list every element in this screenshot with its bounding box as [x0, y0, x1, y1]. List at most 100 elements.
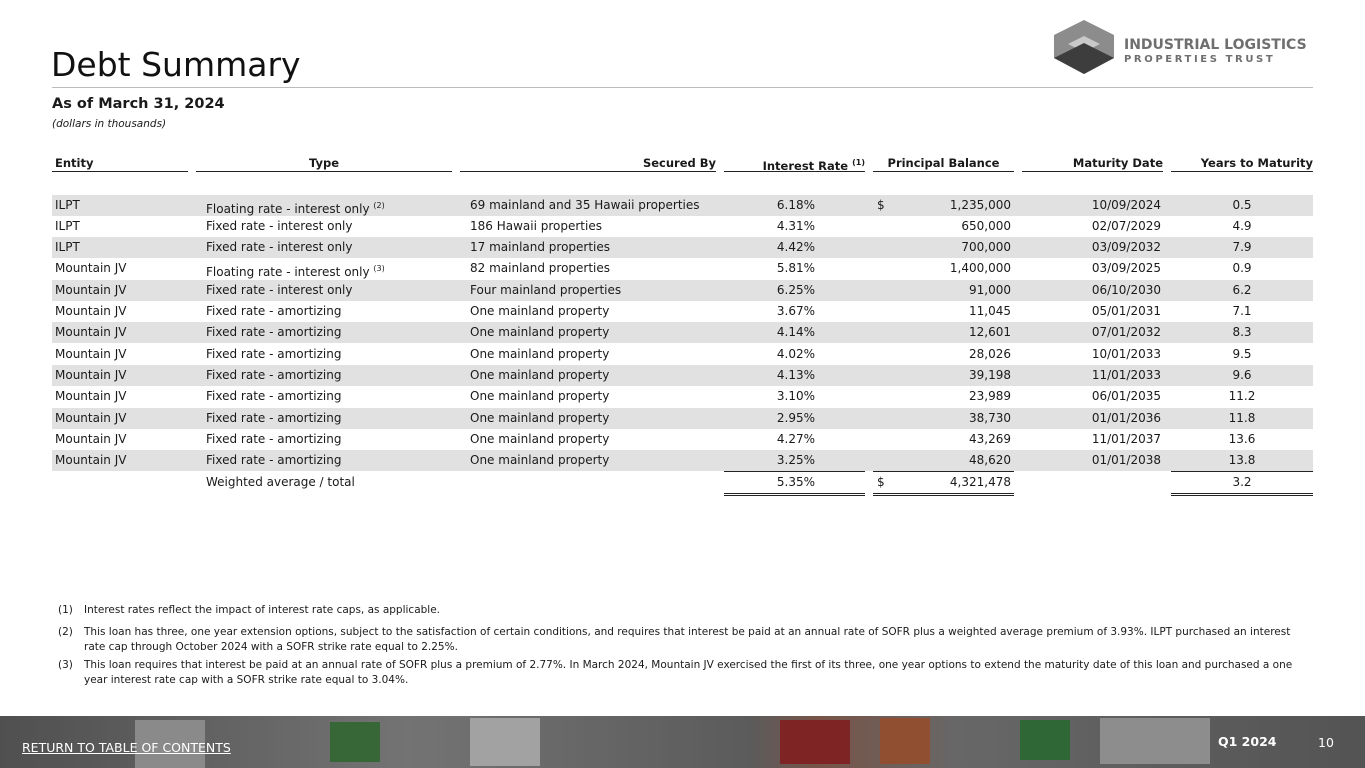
secured-by: 17 mainland properties [470, 240, 611, 255]
type: Weighted average / total [206, 474, 355, 489]
type: Floating rate - interest only (3) [206, 264, 385, 280]
column-header: Years to Maturity [1171, 154, 1313, 172]
column-header: Entity [52, 154, 188, 172]
total-rule [724, 470, 865, 473]
type: Fixed rate - amortizing [206, 346, 342, 361]
header-text: Maturity Date [1072, 156, 1163, 170]
type: Fixed rate - interest only [206, 240, 353, 255]
period: Q1 2024 [1218, 734, 1277, 749]
years-to-maturity: 9.6 [1232, 368, 1252, 383]
type: Fixed rate - amortizing [206, 325, 342, 340]
entity: Mountain JV [55, 346, 127, 361]
type: Fixed rate - amortizing [206, 368, 342, 383]
column-header: Type [196, 154, 452, 172]
total-double-rule [1171, 492, 1313, 496]
entity: Mountain JV [55, 368, 127, 383]
years-to-maturity: 11.2 [1228, 389, 1256, 404]
maturity-date: 01/01/2038 [1091, 453, 1161, 468]
entity: Mountain JV [55, 282, 127, 297]
header-text: Secured By [642, 156, 716, 170]
maturity-date: 11/01/2033 [1091, 368, 1161, 383]
header-text: Principal Balance [887, 156, 1000, 170]
row-shade [52, 194, 1313, 216]
principal-balance: 700,000 [961, 240, 1011, 255]
units-note: (dollars in thousands) [52, 118, 167, 130]
logo-mark [1054, 20, 1114, 74]
years-to-maturity: 0.9 [1232, 261, 1252, 276]
secured-by: 186 Hawaii properties [470, 218, 602, 233]
row-shade [52, 450, 1313, 472]
secured-by: 69 mainland and 35 Hawaii properties [470, 197, 700, 212]
principal-balance: 48,620 [969, 453, 1011, 468]
interest-rate: 4.31% [776, 218, 815, 233]
maturity-date: 06/10/2030 [1091, 282, 1161, 297]
maturity-date: 03/09/2032 [1091, 240, 1161, 255]
entity: Mountain JV [55, 261, 127, 276]
interest-rate: 2.95% [776, 410, 815, 425]
logo-line2: PROPERTIES TRUST [1124, 54, 1276, 65]
entity: Mountain JV [55, 410, 127, 425]
header-text: Years to Maturity [1200, 156, 1313, 170]
type: Fixed rate - amortizing [206, 304, 342, 319]
type: Fixed rate - interest only [206, 282, 353, 297]
maturity-date: 07/01/2032 [1091, 325, 1161, 340]
secured-by: Four mainland properties [470, 282, 622, 297]
interest-rate: 4.27% [776, 432, 815, 447]
principal-balance: 1,400,000 [949, 261, 1011, 276]
row-shade [52, 365, 1313, 387]
type: Fixed rate - amortizing [206, 389, 342, 404]
years-to-maturity: 7.9 [1232, 240, 1252, 255]
page-number: 10 [1318, 735, 1334, 750]
secured-by: One mainland property [470, 368, 610, 383]
principal-balance: 650,000 [961, 218, 1011, 233]
interest-rate: 4.42% [776, 240, 815, 255]
maturity-date: 06/01/2035 [1091, 389, 1161, 404]
row-shade [52, 322, 1313, 344]
type: Fixed rate - interest only [206, 218, 353, 233]
entity: Mountain JV [55, 304, 127, 319]
years-to-maturity: 0.5 [1232, 197, 1252, 212]
subtitle: As of March 31, 2024 [52, 96, 225, 112]
interest-rate: 5.35% [776, 474, 815, 489]
total-rule [1171, 470, 1313, 473]
header-text: Type [308, 156, 339, 170]
interest-rate: 5.81% [776, 261, 815, 276]
maturity-date: 02/07/2029 [1091, 218, 1161, 233]
title-rule [52, 87, 1313, 88]
maturity-date: 10/09/2024 [1091, 197, 1161, 212]
entity: ILPT [55, 197, 80, 212]
years-to-maturity: 8.3 [1232, 325, 1252, 340]
footnote-text: Interest rates reflect the impact of int… [84, 604, 441, 616]
footnote-text: This loan has three, one year extension … [84, 626, 1291, 653]
entity: ILPT [55, 240, 80, 255]
interest-rate: 4.14% [776, 325, 815, 340]
maturity-date: 11/01/2037 [1091, 432, 1161, 447]
footer-banner [0, 716, 1365, 768]
principal-balance: 23,989 [969, 389, 1011, 404]
interest-rate: 3.25% [776, 453, 815, 468]
footnote-marker: (3) [58, 659, 73, 671]
secured-by: One mainland property [470, 410, 610, 425]
years-to-maturity: 3.2 [1232, 474, 1252, 489]
row-shade [52, 279, 1313, 301]
row-shade [52, 407, 1313, 429]
toc-link[interactable]: RETURN TO TABLE OF CONTENTS [22, 740, 231, 755]
years-to-maturity: 13.6 [1228, 432, 1256, 447]
header-text: Interest Rate [762, 158, 849, 173]
years-to-maturity: 6.2 [1232, 282, 1252, 297]
type: Fixed rate - amortizing [206, 432, 342, 447]
footnote-marker: (1) [58, 604, 73, 616]
column-header: Maturity Date [1022, 154, 1163, 172]
maturity-date: 10/01/2033 [1091, 346, 1161, 361]
years-to-maturity: 7.1 [1232, 304, 1252, 319]
principal-balance: 91,000 [969, 282, 1011, 297]
currency: $ [877, 474, 885, 489]
interest-rate: 4.02% [776, 346, 815, 361]
header-text: Entity [55, 156, 94, 170]
interest-rate: 3.67% [776, 304, 815, 319]
secured-by: One mainland property [470, 325, 610, 340]
entity: Mountain JV [55, 432, 127, 447]
footnote-ref: (3) [373, 264, 385, 274]
secured-by: One mainland property [470, 389, 610, 404]
